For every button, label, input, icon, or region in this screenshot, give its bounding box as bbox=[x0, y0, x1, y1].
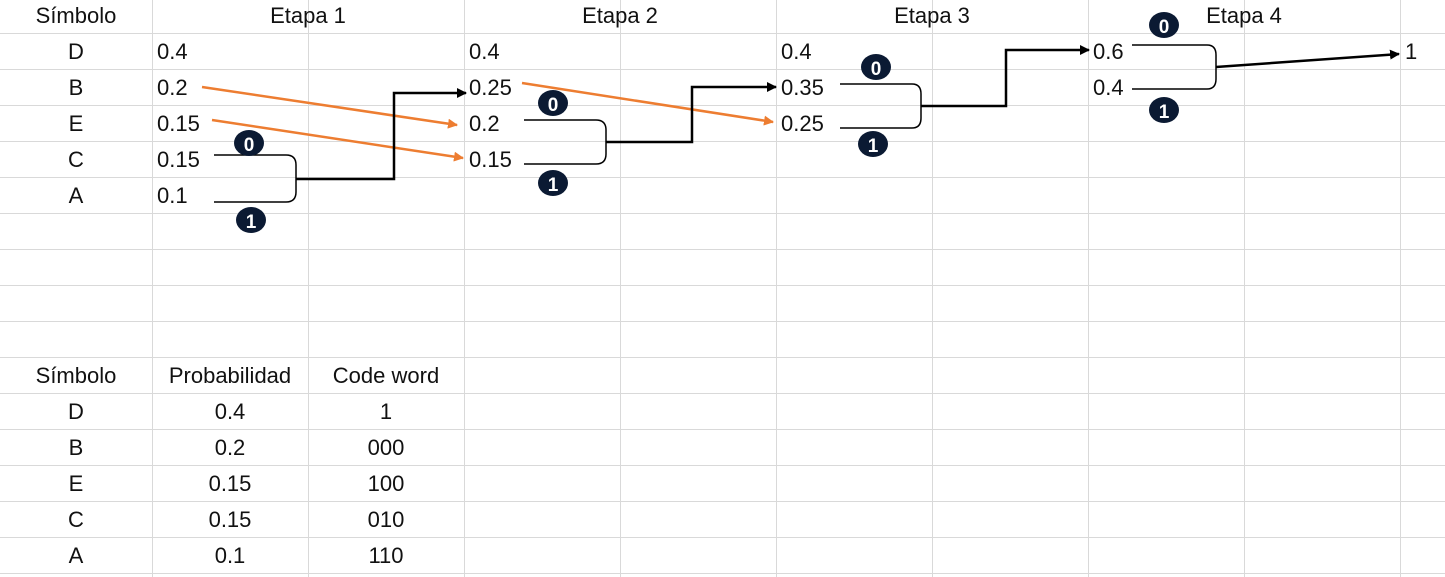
stage2-value: 0.15 bbox=[469, 147, 512, 172]
table-cell-codeword: 110 bbox=[368, 543, 404, 568]
symbol-a: A bbox=[68, 183, 84, 208]
badge-one: 1 bbox=[236, 207, 266, 233]
stage1-value: 0.4 bbox=[157, 39, 188, 64]
header-stage-4: Etapa 4 bbox=[1206, 3, 1282, 28]
table-cell-symbol: A bbox=[68, 543, 84, 568]
table-cell-codeword: 1 bbox=[379, 399, 393, 424]
orange-arrow bbox=[521, 81, 774, 126]
badge-zero: 0 bbox=[1149, 12, 1179, 38]
svg-text:0: 0 bbox=[1159, 17, 1170, 38]
badge-one: 1 bbox=[1149, 97, 1179, 123]
symbol-d: D bbox=[68, 39, 84, 64]
header-stage-2: Etapa 2 bbox=[582, 3, 658, 28]
table-cell-symbol: B bbox=[68, 435, 84, 460]
final-value: 1 bbox=[1405, 39, 1418, 64]
table-header-probability: Probabilidad bbox=[168, 363, 292, 388]
symbol-c: C bbox=[68, 147, 84, 172]
badge-zero: 0 bbox=[234, 130, 264, 156]
merge-connector bbox=[606, 82, 777, 144]
table-header-codeword: Code word bbox=[332, 363, 440, 388]
svg-text:0: 0 bbox=[548, 95, 559, 116]
merge-connector bbox=[921, 45, 1090, 108]
badge-zero: 0 bbox=[861, 54, 891, 80]
stage1-value: 0.1 bbox=[157, 183, 188, 208]
badge-one: 1 bbox=[538, 170, 568, 196]
stage1-value: 0.15 bbox=[157, 147, 200, 172]
badge-zero: 0 bbox=[538, 90, 568, 116]
header-stage-3: Etapa 3 bbox=[894, 3, 970, 28]
stage4-value: 0.6 bbox=[1093, 39, 1124, 64]
table-cell-codeword: 100 bbox=[367, 471, 405, 496]
merge-bracket bbox=[214, 154, 297, 203]
table-cell-symbol: D bbox=[68, 399, 84, 424]
symbol-e: E bbox=[68, 111, 84, 136]
stage2-value: 0.25 bbox=[469, 75, 512, 100]
merge-bracket bbox=[1132, 44, 1217, 90]
orange-arrow bbox=[211, 118, 464, 162]
table-cell-probability: 0.1 bbox=[214, 543, 246, 568]
svg-text:1: 1 bbox=[246, 212, 257, 233]
table-cell-probability: 0.15 bbox=[208, 507, 252, 532]
table-cell-codeword: 010 bbox=[367, 507, 405, 532]
header-symbol: Símbolo bbox=[35, 3, 117, 28]
stage3-value: 0.35 bbox=[781, 75, 824, 100]
svg-text:1: 1 bbox=[868, 136, 879, 157]
merge-connector bbox=[1215, 49, 1400, 69]
table-cell-symbol: C bbox=[68, 507, 84, 532]
table-header-symbol: Símbolo bbox=[35, 363, 117, 388]
table-cell-probability: 0.2 bbox=[214, 435, 246, 460]
badge-one: 1 bbox=[858, 131, 888, 157]
table-cell-probability: 0.15 bbox=[208, 471, 252, 496]
merge-bracket bbox=[524, 119, 607, 165]
table-cell-symbol: E bbox=[68, 471, 84, 496]
svg-text:1: 1 bbox=[548, 175, 559, 196]
table-cell-codeword: 000 bbox=[367, 435, 405, 460]
stage2-value: 0.2 bbox=[469, 111, 500, 136]
merge-connector bbox=[296, 88, 467, 181]
stage4-value: 0.4 bbox=[1093, 75, 1124, 100]
header-stage-1: Etapa 1 bbox=[270, 3, 346, 28]
stage1-value: 0.2 bbox=[157, 75, 188, 100]
orange-arrow bbox=[201, 85, 458, 129]
table-cell-probability: 0.4 bbox=[214, 399, 246, 424]
merge-bracket bbox=[840, 83, 922, 129]
svg-text:0: 0 bbox=[244, 135, 255, 156]
stage3-value: 0.4 bbox=[781, 39, 812, 64]
stage1-value: 0.15 bbox=[157, 111, 200, 136]
svg-text:1: 1 bbox=[1159, 102, 1170, 123]
stage2-value: 0.4 bbox=[469, 39, 500, 64]
stage3-value: 0.25 bbox=[781, 111, 824, 136]
svg-text:0: 0 bbox=[871, 59, 882, 80]
symbol-b: B bbox=[68, 75, 84, 100]
